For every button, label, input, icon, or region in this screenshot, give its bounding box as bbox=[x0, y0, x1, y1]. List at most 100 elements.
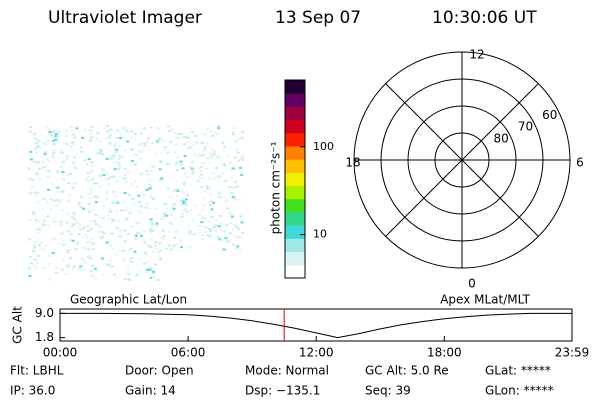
polar-ring bbox=[434, 132, 490, 188]
pixel bbox=[62, 178, 66, 181]
pixel bbox=[186, 224, 190, 227]
pixel bbox=[116, 235, 120, 238]
pixel bbox=[52, 139, 55, 142]
pixel bbox=[130, 160, 134, 163]
pixel bbox=[85, 225, 89, 228]
colorbar-cell bbox=[285, 146, 305, 160]
pixel bbox=[134, 153, 138, 156]
pixel bbox=[203, 145, 207, 148]
pixel bbox=[193, 204, 197, 207]
pixel bbox=[52, 143, 56, 145]
pixel bbox=[47, 160, 51, 163]
colorbar-cell bbox=[285, 132, 305, 147]
pixel bbox=[176, 156, 180, 159]
pixel bbox=[127, 233, 131, 235]
x-tick-label: 23:59 bbox=[555, 346, 590, 360]
pixel bbox=[164, 214, 168, 217]
pixel bbox=[175, 161, 179, 164]
pixel bbox=[232, 196, 236, 199]
pixel bbox=[52, 151, 56, 154]
pixel bbox=[199, 154, 202, 157]
pixel bbox=[113, 168, 117, 171]
pixel bbox=[123, 174, 127, 176]
pixel bbox=[81, 257, 85, 260]
pixel bbox=[58, 185, 62, 188]
pixel bbox=[66, 155, 70, 158]
pixel bbox=[122, 259, 126, 262]
pixel bbox=[139, 212, 143, 214]
pixel bbox=[118, 145, 122, 147]
pixel bbox=[167, 222, 171, 225]
pixel bbox=[56, 170, 60, 173]
pixel bbox=[71, 186, 75, 189]
pixel bbox=[168, 244, 171, 247]
pixel bbox=[74, 181, 78, 184]
pixel bbox=[184, 202, 188, 205]
pixel bbox=[87, 158, 91, 161]
pixel bbox=[39, 242, 43, 245]
pixel bbox=[139, 258, 143, 261]
pixel bbox=[114, 147, 118, 150]
pixel bbox=[98, 216, 102, 219]
pixel bbox=[209, 200, 213, 203]
pixel bbox=[100, 257, 104, 260]
pixel bbox=[66, 265, 70, 268]
mlt-label: 6 bbox=[576, 156, 584, 170]
pixel bbox=[179, 204, 183, 206]
pixel bbox=[205, 187, 209, 190]
pixel bbox=[89, 139, 92, 142]
pixel bbox=[165, 163, 169, 165]
pixel bbox=[124, 129, 128, 131]
colorbar-cell bbox=[285, 251, 305, 266]
pixel bbox=[215, 224, 219, 227]
pixel bbox=[78, 224, 82, 227]
pixel bbox=[183, 172, 187, 175]
pixel bbox=[112, 219, 116, 222]
pixel bbox=[123, 209, 127, 212]
pixel bbox=[198, 228, 202, 231]
pixel bbox=[110, 232, 114, 235]
status-field: Gain: 14 bbox=[125, 384, 176, 398]
pixel bbox=[183, 154, 187, 157]
pixel bbox=[182, 209, 186, 212]
colorbar-cell bbox=[285, 172, 305, 187]
pixel bbox=[149, 218, 153, 221]
pixel bbox=[129, 257, 133, 260]
pixel bbox=[234, 180, 238, 183]
pixel bbox=[114, 201, 118, 204]
pixel bbox=[170, 223, 174, 226]
pixel bbox=[54, 186, 57, 188]
pixel bbox=[110, 157, 113, 160]
pixel bbox=[201, 153, 205, 156]
pixel bbox=[210, 148, 213, 151]
pixel bbox=[28, 266, 32, 269]
pixel bbox=[67, 199, 71, 202]
pixel bbox=[46, 176, 50, 179]
pixel bbox=[82, 246, 86, 248]
pixel bbox=[117, 157, 121, 160]
pixel bbox=[42, 166, 46, 169]
pixel bbox=[240, 154, 244, 157]
pixel bbox=[107, 239, 111, 242]
pixel bbox=[51, 153, 55, 156]
pixel bbox=[106, 214, 110, 217]
y-tick-label: 9.0 bbox=[35, 306, 54, 320]
pixel bbox=[58, 131, 62, 134]
pixel bbox=[109, 128, 113, 131]
pixel bbox=[29, 158, 33, 161]
pixel bbox=[197, 224, 201, 227]
pixel bbox=[81, 136, 85, 139]
pixel bbox=[217, 191, 221, 194]
pixel bbox=[125, 216, 129, 219]
pixel bbox=[191, 172, 195, 175]
pixel bbox=[138, 232, 142, 235]
pixel bbox=[114, 142, 117, 145]
pixel bbox=[91, 164, 95, 167]
pixel bbox=[240, 130, 244, 133]
pixel bbox=[212, 178, 216, 180]
pixel bbox=[110, 265, 114, 268]
pixel bbox=[169, 213, 173, 216]
pixel bbox=[99, 237, 103, 240]
pixel bbox=[176, 195, 180, 198]
pixel bbox=[82, 226, 86, 229]
